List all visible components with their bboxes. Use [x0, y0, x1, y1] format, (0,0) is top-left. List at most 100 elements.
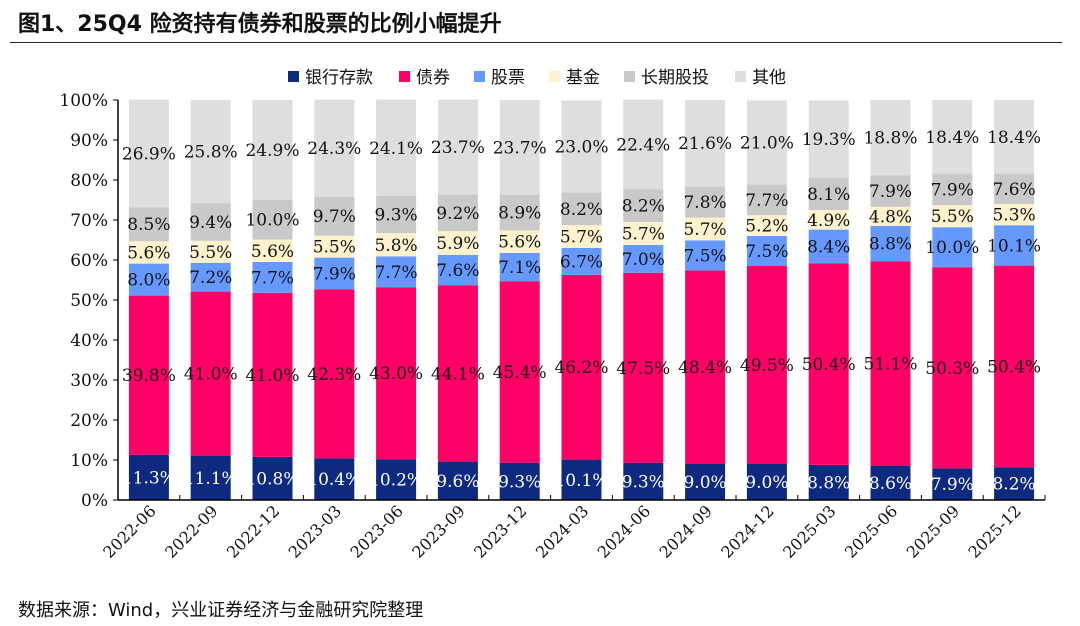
bar-segment [685, 100, 726, 187]
legend-swatch [735, 71, 746, 82]
data-label: 11.1% [184, 469, 238, 489]
data-label: 7.8% [683, 193, 726, 213]
data-label: 5.7% [560, 228, 603, 248]
data-label: 7.9% [931, 475, 974, 495]
data-label: 7.6% [992, 180, 1035, 200]
legend-label: 长期股投 [641, 68, 709, 88]
bar-segment [314, 196, 355, 236]
bar-segment [870, 261, 911, 466]
data-label: 10.2% [369, 471, 423, 491]
bar-segment [499, 462, 540, 500]
data-label: 5.5% [189, 243, 232, 263]
y-tick-label: 60% [70, 251, 108, 271]
data-label: 5.6% [498, 233, 541, 253]
data-label: 5.7% [683, 220, 726, 240]
data-label: 5.5% [931, 207, 974, 227]
data-label: 18.8% [863, 129, 917, 149]
y-tick-label: 0% [81, 491, 108, 511]
title-divider [10, 42, 1062, 43]
data-label: 7.2% [189, 268, 232, 288]
bar-segment [437, 231, 478, 255]
bar-segment [314, 458, 355, 500]
data-label: 7.9% [931, 180, 974, 200]
data-label: 9.2% [436, 204, 479, 224]
bar-segment [870, 465, 911, 500]
legend-label: 银行存款 [305, 68, 373, 88]
bar-segment [314, 99, 355, 197]
bar-segment [314, 257, 355, 290]
data-label: 8.4% [807, 237, 850, 257]
data-label: 8.8% [869, 235, 912, 255]
bar-segment [561, 248, 602, 275]
bar-segment [870, 226, 911, 262]
data-label: 22.4% [616, 135, 670, 155]
bar-segment [746, 266, 787, 464]
bar-segment [685, 217, 726, 241]
bar-segment [190, 291, 231, 456]
data-label: 5.2% [745, 217, 788, 237]
data-label: 50.4% [802, 355, 856, 375]
bar-segment [499, 230, 540, 253]
bar-segment [376, 233, 417, 257]
data-label: 7.9% [869, 182, 912, 202]
data-label: 9.3% [498, 472, 541, 492]
data-label: 23.7% [431, 138, 485, 158]
data-label: 7.6% [436, 261, 479, 281]
bar-segment [252, 456, 293, 500]
bar-segment [994, 100, 1035, 174]
y-tick-label: 10% [70, 451, 108, 471]
bar-segment [808, 210, 849, 230]
data-label: 25.8% [184, 143, 238, 163]
data-label: 9.3% [622, 472, 665, 492]
x-tick-label: 2025-06 [841, 501, 901, 561]
data-label: 47.5% [616, 359, 670, 379]
bar-segment [437, 461, 478, 500]
data-label: 24.1% [369, 139, 423, 159]
legend-label: 股票 [491, 68, 525, 88]
bar-segment [128, 454, 169, 500]
y-tick-label: 40% [70, 331, 108, 351]
data-label: 8.9% [498, 204, 541, 224]
bar-segment [128, 99, 169, 208]
x-tick-label: 2022-12 [223, 501, 283, 561]
y-tick-label: 90% [70, 131, 108, 151]
data-label: 18.4% [925, 128, 979, 148]
bar-segment [623, 244, 664, 273]
x-tick-label: 2024-12 [717, 501, 777, 561]
bar-segment [808, 177, 849, 210]
data-label: 7.7% [745, 191, 788, 211]
y-tick-label: 100% [59, 91, 108, 111]
bar-segment [746, 215, 787, 236]
bar-segment [932, 267, 973, 469]
data-label: 10.4% [307, 470, 361, 490]
legend-label: 债券 [416, 68, 450, 88]
bar-segment [190, 100, 231, 204]
bar-segment [561, 100, 602, 193]
data-label: 24.9% [245, 141, 299, 161]
bar-segment [128, 207, 169, 242]
x-tick-label: 2023-03 [285, 501, 345, 561]
bar-segment [994, 204, 1035, 226]
x-tick-label: 2025-03 [779, 501, 839, 561]
data-label: 49.5% [740, 356, 794, 376]
y-tick-label: 70% [70, 211, 108, 231]
bar-segment [870, 206, 911, 226]
chart-title: 图1、25Q4 险资持有债券和股票的比例小幅提升 [18, 12, 502, 37]
data-label: 8.2% [992, 475, 1035, 495]
legend-swatch [288, 71, 299, 82]
bar-segment [252, 100, 293, 200]
x-tick-label: 2024-03 [532, 501, 592, 561]
bar-segment [437, 254, 478, 286]
bar-segment [870, 100, 911, 176]
data-label: 8.5% [127, 215, 170, 235]
data-label: 41.0% [245, 366, 299, 386]
data-label: 26.9% [122, 144, 176, 164]
bar-segment [437, 99, 478, 195]
data-label: 5.5% [313, 238, 356, 258]
data-label: 51.1% [863, 354, 917, 374]
data-label: 10.1% [987, 236, 1041, 256]
x-tick-label: 2023-06 [346, 501, 406, 561]
data-label: 42.3% [307, 365, 361, 385]
data-label: 6.7% [560, 252, 603, 272]
data-label: 50.4% [987, 357, 1041, 377]
